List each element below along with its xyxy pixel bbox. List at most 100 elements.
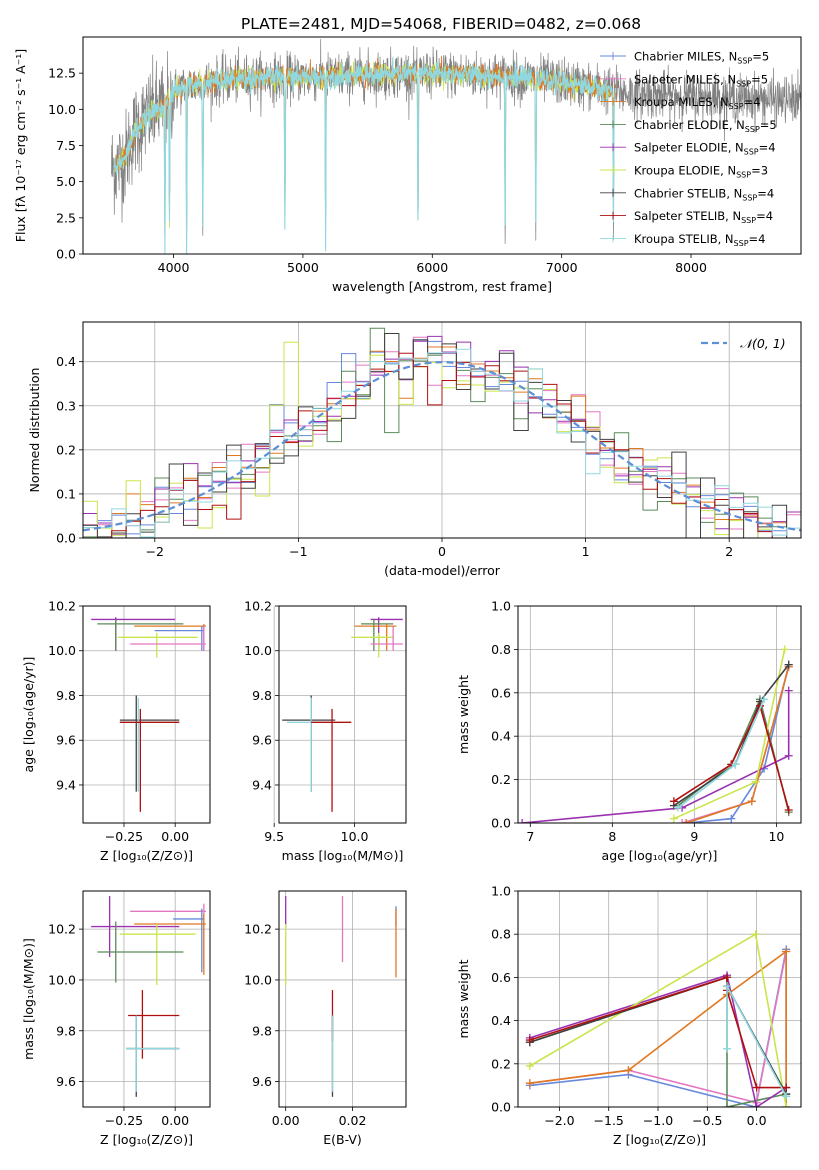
x-tick-label: 0 <box>438 544 446 559</box>
y-tick-label: 0.0 <box>56 531 76 546</box>
y-tick-label: 0.6 <box>491 970 511 985</box>
series-marker <box>782 1092 791 1101</box>
data-point-chabrier-elodie <box>97 619 184 651</box>
y-tick-label: 10.0 <box>244 972 272 987</box>
y-tick-label: 9.6 <box>56 1074 76 1089</box>
residuals-plot-area <box>83 327 801 538</box>
x-axis-label: wavelength [Angstrom, rest frame] <box>332 279 552 294</box>
y-tick-label: 10.0 <box>48 102 76 117</box>
data-point-chabrier-miles <box>154 626 204 651</box>
histogram-salpeter-stelib <box>83 352 801 538</box>
x-axis-label: (data-model)/error <box>384 563 501 578</box>
x-tick-label: 8 <box>608 829 616 844</box>
x-tick-label: −1.5 <box>594 1113 624 1128</box>
data-point-salpeter-stelib <box>119 708 180 812</box>
spectrum-legend: Chabrier MILES, NSSP=5 Salpeter MILES, NS… <box>600 50 777 248</box>
data-point-kroupa-elodie <box>117 632 198 658</box>
data-point-salpeter-miles <box>370 626 403 651</box>
x-axis-label: Z [log₁₀(Z/Z⊙)] <box>613 1132 706 1147</box>
series-marker <box>723 982 732 991</box>
data-point-chabrier-miles <box>173 908 204 973</box>
data-point-chabrier-elodie <box>97 921 184 983</box>
x-tick-label: −2.0 <box>544 1113 574 1128</box>
y-tick-label: 10.2 <box>48 599 76 614</box>
legend-entry: Kroupa ELODIE, NSSP=3 <box>634 164 768 180</box>
y-tick-label: 9.4 <box>252 777 272 792</box>
x-tick-label: 9.5 <box>264 829 284 844</box>
x-tick-label: 0.00 <box>161 829 189 844</box>
y-tick-label: 9.8 <box>252 688 272 703</box>
y-axis-label: mass weight <box>456 959 471 1038</box>
y-tick-label: 9.4 <box>56 777 76 792</box>
x-tick-label: 7 <box>526 829 534 844</box>
y-tick-label: 0.6 <box>491 685 511 700</box>
series-line-chabrier-miles <box>686 664 790 823</box>
y-tick-label: 0.1 <box>56 486 76 501</box>
series-line-salpeter-elodie <box>522 690 790 823</box>
data-point-chabrier-stelib <box>119 695 180 792</box>
y-tick-label: 9.8 <box>252 1023 272 1038</box>
x-tick-label: −0.5 <box>692 1113 722 1128</box>
y-tick-label: 1.0 <box>491 884 511 899</box>
x-tick-label: −0.25 <box>105 829 143 844</box>
x-tick-label: −1.0 <box>643 1113 673 1128</box>
series-marker <box>727 814 736 823</box>
y-tick-label: 0.4 <box>491 729 511 744</box>
data-point-chabrier-elodie <box>360 619 394 651</box>
x-tick-label: 10 <box>768 829 784 844</box>
histogram-chabrier-stelib <box>83 333 801 538</box>
axes-frame <box>517 605 802 824</box>
axes-frame <box>278 890 407 1108</box>
spectrum-plot-area <box>111 38 801 254</box>
mass-vs-EBV-panel: 0.00 0.02 9.6 9.8 10.0 10.2 E(B-V) <box>244 890 407 1147</box>
legend-entry: Salpeter ELODIE, NSSP=4 <box>634 141 776 157</box>
x-tick-label: −1 <box>289 544 307 559</box>
y-tick-label: 0.2 <box>491 1056 511 1071</box>
x-tick-label: 0.02 <box>339 1113 367 1128</box>
y-tick-label: 10.0 <box>48 643 76 658</box>
y-tick-label: 0.2 <box>56 442 76 457</box>
axes-frame <box>517 890 802 1108</box>
mass-vs-Z-panel: −0.25 0.00 9.6 9.8 10.0 10.2 Z [log₁₀(Z/Z⊙)] ma… <box>21 890 211 1147</box>
plot-area <box>518 645 793 823</box>
y-tick-label: 1.0 <box>491 599 511 614</box>
axes-frame <box>82 321 802 539</box>
plot-area <box>282 617 403 812</box>
plot-area <box>91 617 206 812</box>
y-tick-label: 5.0 <box>56 174 76 189</box>
series-marker <box>751 777 760 786</box>
y-tick-label: 9.8 <box>56 1023 76 1038</box>
y-axis-label: Flux [fλ 10⁻¹⁷ erg cm⁻² s⁻¹ A⁻¹] <box>13 49 28 242</box>
y-tick-label: 10.2 <box>244 599 272 614</box>
legend-entry: 𝒩(0, 1) <box>740 336 786 351</box>
series-marker <box>723 1103 732 1107</box>
legend-entry: Chabrier MILES, NSSP=5 <box>634 50 769 66</box>
residuals-panel: −2 −1 0 1 2 0.0 0.1 0.2 0.3 0.4 (data-model)/error… <box>27 321 802 578</box>
x-tick-label: −2 <box>146 544 164 559</box>
series-marker <box>525 1036 534 1045</box>
legend-entry: Salpeter STELIB, NSSP=4 <box>634 209 773 225</box>
axes-frame <box>278 605 407 824</box>
x-tick-label: 8000 <box>675 260 707 275</box>
series-marker <box>624 1066 633 1075</box>
y-tick-label: 0.8 <box>491 927 511 942</box>
legend-entry: Chabrier STELIB, NSSP=4 <box>634 186 774 202</box>
figure-title: PLATE=2481, MJD=54068, FIBERID=0482, z=0… <box>241 15 641 33</box>
data-point-kroupa-miles <box>134 913 206 975</box>
normal-curve-line <box>83 360 801 532</box>
y-tick-label: 9.6 <box>252 733 272 748</box>
y-tick-label: 9.6 <box>56 733 76 748</box>
data-point-salpeter-stelib <box>311 708 352 812</box>
y-tick-label: 10.0 <box>48 972 76 987</box>
y-tick-label: 0.8 <box>491 642 511 657</box>
y-tick-label: 12.5 <box>48 66 76 81</box>
series-marker <box>525 1061 534 1070</box>
model-spectrum-kroupa-stelib <box>113 57 617 254</box>
y-tick-label: 0.4 <box>491 1013 511 1028</box>
y-tick-label: 10.0 <box>244 643 272 658</box>
axes-frame <box>82 605 211 824</box>
legend-entry: Chabrier ELODIE, NSSP=5 <box>634 118 777 134</box>
y-axis-label: mass [log₁₀(M/M⊙)] <box>21 938 36 1060</box>
series-marker <box>782 947 791 956</box>
